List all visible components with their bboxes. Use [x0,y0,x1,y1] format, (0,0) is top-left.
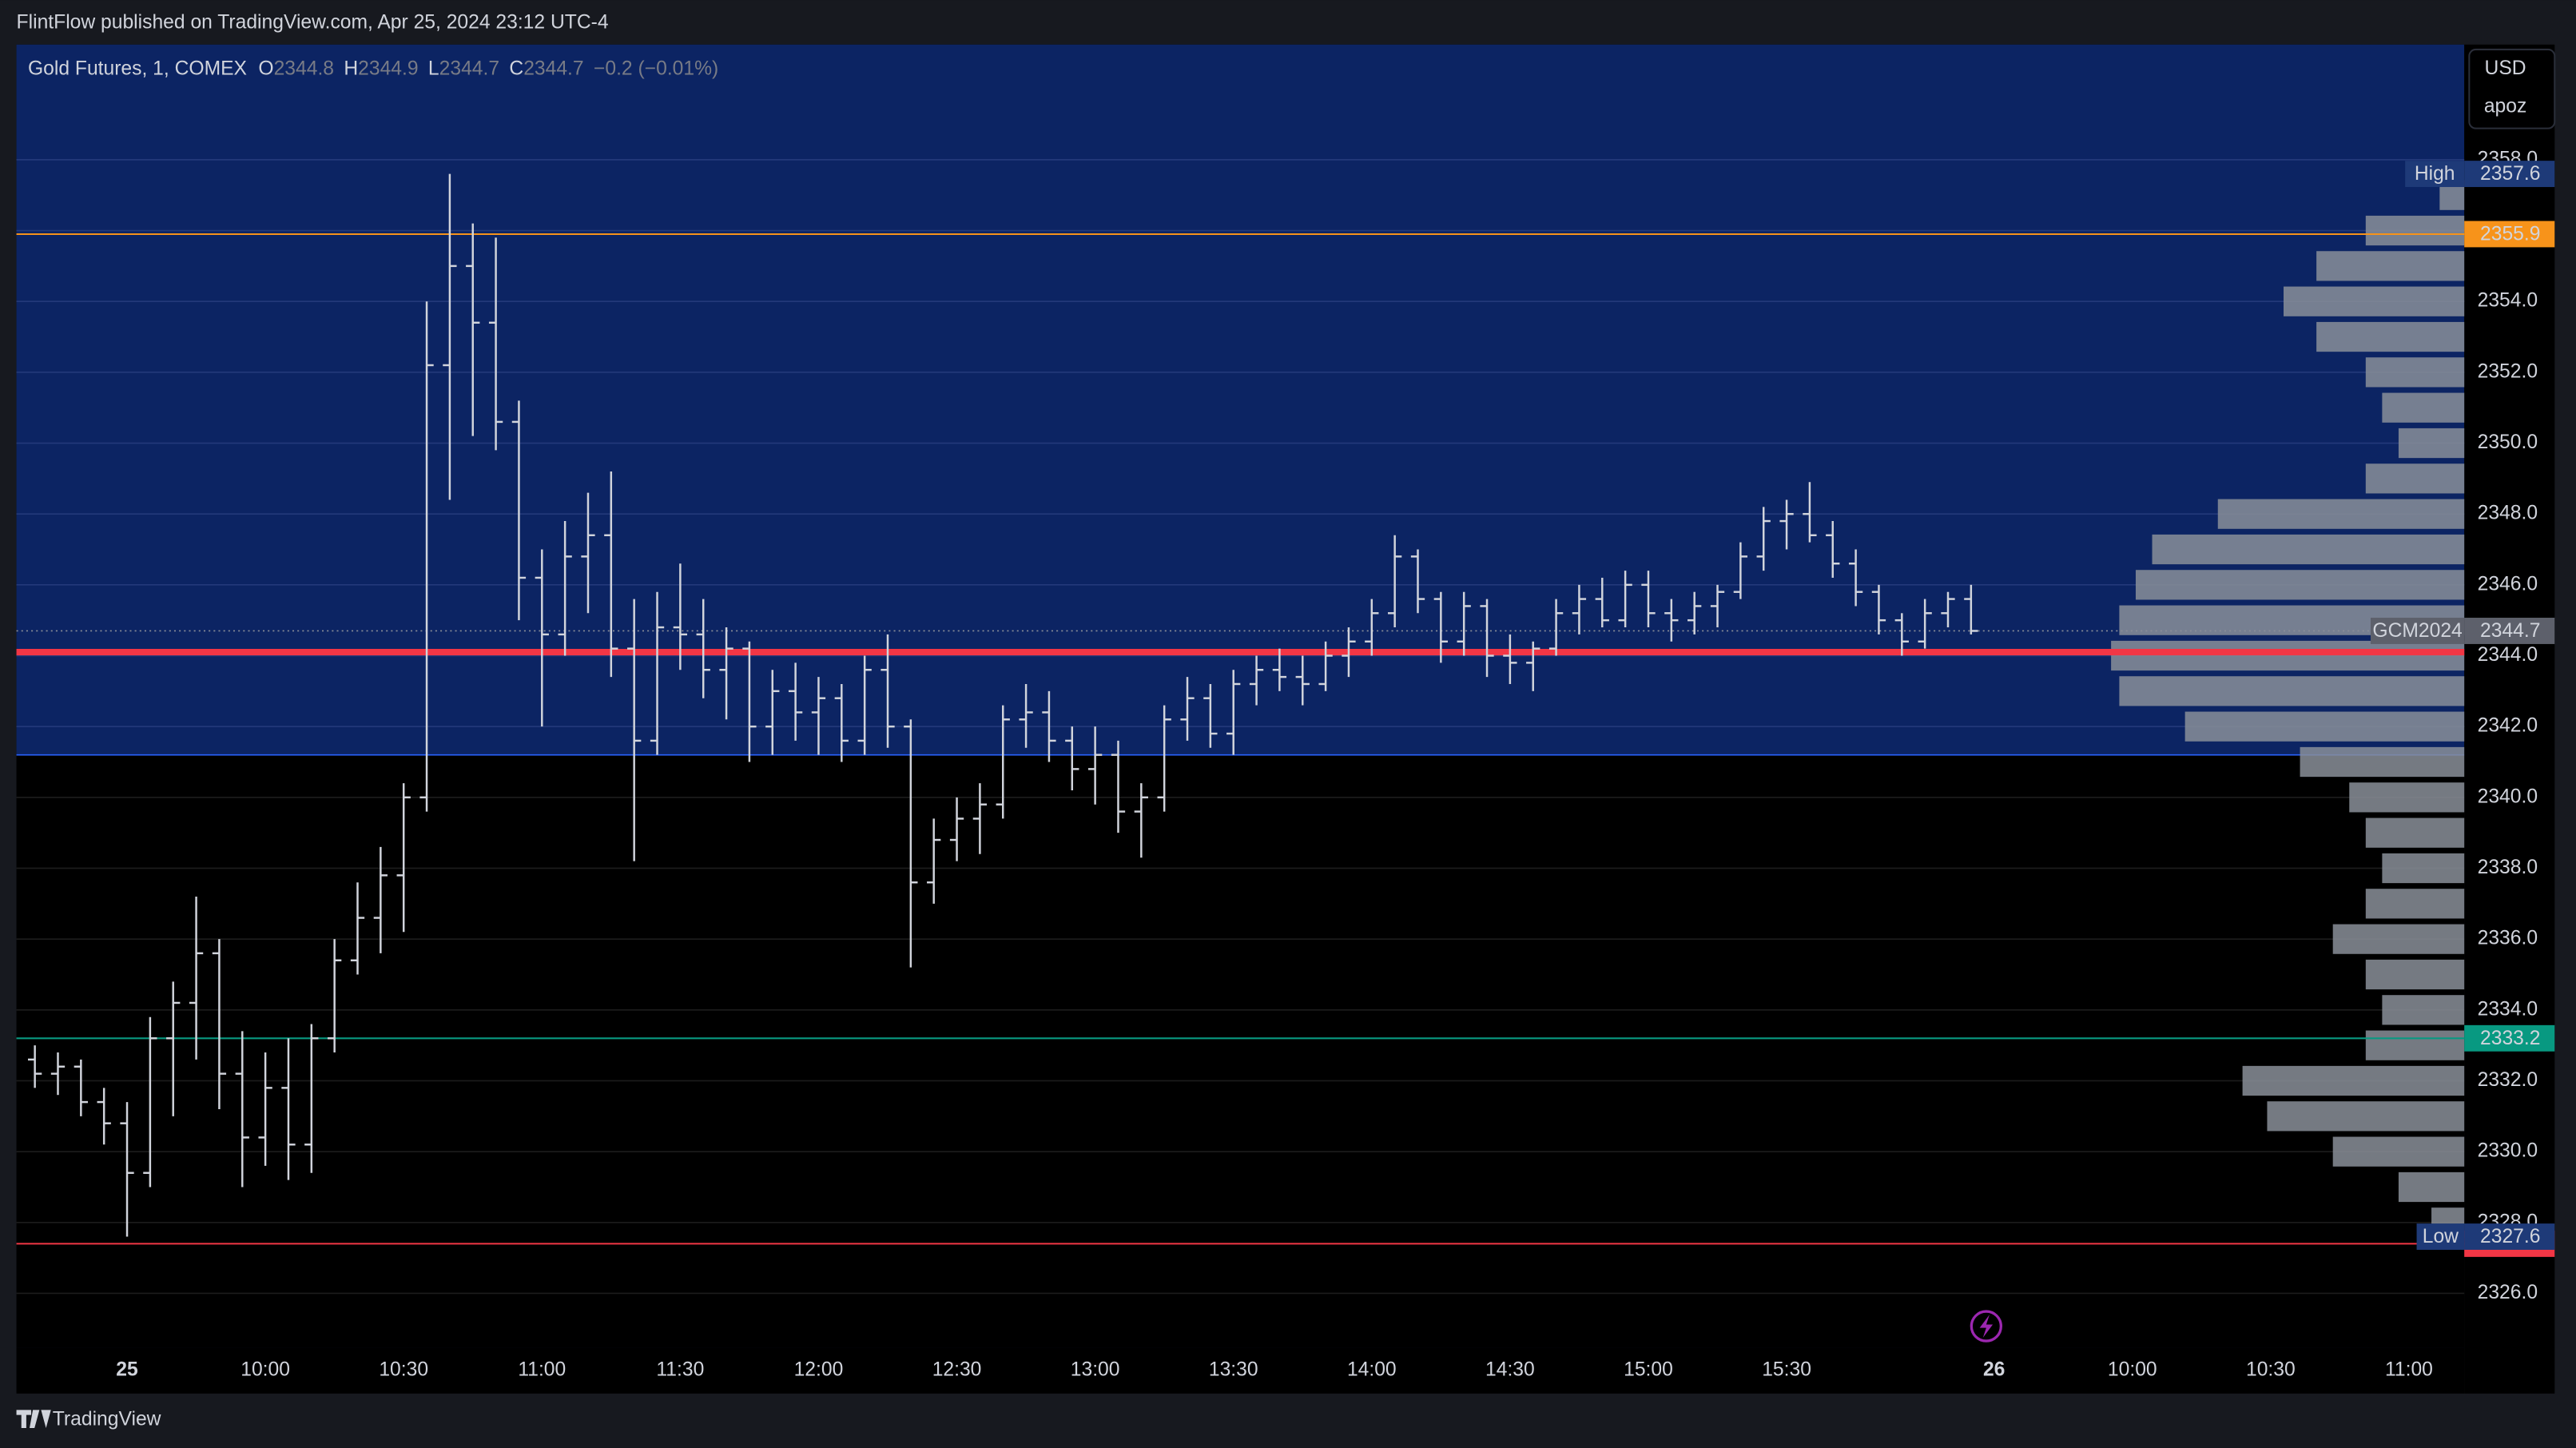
brand: TradingView [53,1408,161,1430]
y-tick-label: 2346.0 [2478,573,2538,595]
axis-label: 2357.6 [2480,163,2540,185]
axis-label-box [2464,618,2555,644]
x-tick-label: 11:00 [518,1359,566,1381]
legend-value: 2344.7 [439,58,499,79]
axis-label-box [2464,221,2555,248]
x-tick-label: 25 [116,1359,138,1381]
legend-value: 2344.9 [358,58,418,79]
label-name-box [2370,618,2465,644]
user[interactable]: apoz [2484,95,2526,117]
legend-key: L [428,58,439,79]
volume-profile-bar [2316,321,2465,352]
y-tick-label: 2338.0 [2478,857,2538,878]
y-tick-label: 2354.0 [2478,290,2538,312]
legend-key: C [509,58,523,79]
legend-key: H [344,58,358,79]
y-tick-label: 2352.0 [2478,360,2538,382]
x-tick-label: 10:00 [241,1359,290,1381]
y-tick-label: 2336.0 [2478,928,2538,949]
volume-profile-bar [2365,889,2465,919]
volume-profile-bar [2300,746,2465,778]
volume-profile-bar [2284,286,2465,316]
x-tick-label: 13:30 [1209,1359,1258,1381]
x-tick-label: 10:30 [379,1359,428,1381]
volume-profile-bar [2349,782,2465,813]
x-tick-label: 12:00 [794,1359,844,1381]
y-tick-label: 2332.0 [2478,1069,2538,1091]
currency-box[interactable] [2468,48,2556,129]
x-tick-label: 15:00 [1624,1359,1673,1381]
axis-label: 2327.6 [2480,1226,2540,1247]
legend-value: 2344.7 [523,58,583,79]
volume-profile-bar [2382,995,2465,1025]
axis-label-box [2464,1223,2555,1250]
volume-profile-bar [2111,640,2465,671]
plot-area: 2326.02328.02330.02332.02334.02336.02338… [16,44,2555,1394]
axis-label-box [2464,1024,2555,1052]
x-tick-label: 10:30 [2246,1359,2296,1381]
event-bolt [1979,1315,1994,1338]
label-name-box [2405,161,2465,188]
legend-change: −0.2 (−0.01%) [594,58,718,79]
volume-profile-bar [2398,428,2465,459]
axis-label: 2344.7 [2480,620,2540,642]
volume-profile-bar [2398,1172,2465,1203]
y-tick-label: 2326.0 [2478,1282,2538,1303]
volume-profile-bar [2152,534,2465,565]
x-tick-label: 13:00 [1071,1359,1120,1381]
brand-logo [16,1410,51,1429]
label-name: Low [2423,1226,2459,1247]
x-tick-label: 11:00 [2385,1359,2433,1381]
volume-profile-bar [2365,817,2465,848]
volume-profile-bar [2365,357,2465,388]
volume-profile-bar [2119,676,2465,706]
volume-profile-bar [2267,1101,2465,1132]
y-tick-label: 2340.0 [2478,786,2538,807]
y-tick-label: 2342.0 [2478,715,2538,737]
volume-profile-bar [2184,711,2465,742]
event-icon[interactable] [1970,1310,2003,1343]
axis-label: 2333.2 [2480,1028,2540,1049]
x-tick-label: 12:30 [932,1359,982,1381]
price-axis [2464,44,2555,1394]
label-name: High [2415,163,2455,185]
legend-value: 2344.8 [274,58,334,79]
volume-profile-bar [2332,1136,2465,1167]
legend-key: O [258,58,273,79]
y-tick-label: 2330.0 [2478,1140,2538,1162]
x-tick-label: 14:30 [1485,1359,1535,1381]
y-tick-label: 2350.0 [2478,432,2538,453]
x-tick-label: 11:30 [656,1359,704,1381]
y-tick-label: 2348.0 [2478,503,2538,524]
label-name-box [2416,1223,2465,1250]
volume-profile-bar [2382,392,2465,423]
x-tick-label: 15:30 [1762,1359,1811,1381]
volume-profile-bar [2217,499,2465,529]
volume-profile-bar [2365,463,2465,494]
y-tick-label: 2344.0 [2478,644,2538,666]
x-tick-label: 26 [1983,1359,2005,1381]
volume-profile-bar [2242,1065,2465,1096]
axis-label: 2355.9 [2480,224,2540,245]
x-tick-label: 10:00 [2108,1359,2157,1381]
legend: Gold Futures, 1, COMEX O2344.8 H2344.9 L234… [28,58,718,79]
volume-profile-bar [2365,1030,2465,1060]
value-area [16,44,2465,755]
volume-profile-bar [2332,924,2465,954]
volume-profile-bar [2135,570,2465,600]
axis-label-box [2464,161,2555,188]
time-axis [16,1347,2465,1394]
volume-profile-bar [2316,251,2465,281]
currency[interactable]: USD [2485,58,2526,79]
x-tick-label: 14:00 [1347,1359,1397,1381]
volume-profile-bar [2365,215,2465,246]
label-name: GCM2024 [2372,620,2462,642]
y-tick-label: 2334.0 [2478,998,2538,1020]
volume-profile-bar [2382,853,2465,884]
legend-title: Gold Futures, 1, COMEX [28,58,247,79]
publisher: FlintFlow published on TradingView.com, … [17,12,609,34]
volume-profile-bar [2365,959,2465,990]
